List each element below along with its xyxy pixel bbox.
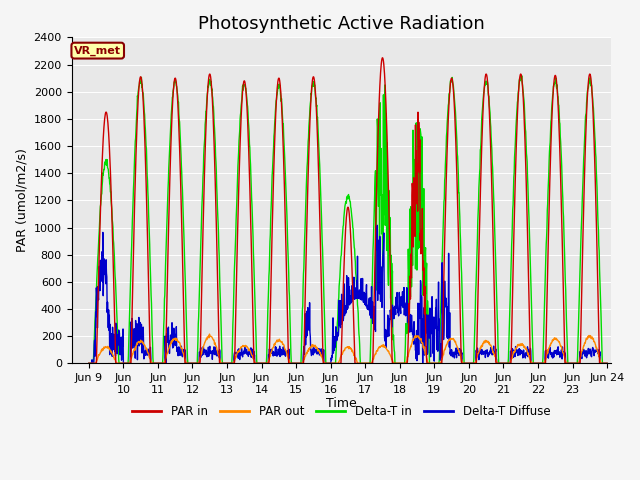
- Delta-T in: [604, 360, 611, 366]
- PAR out: [205, 331, 213, 337]
- Delta-T Diffuse: [188, 360, 195, 366]
- Text: VR_met: VR_met: [74, 46, 121, 56]
- Delta-T Diffuse: [85, 360, 93, 366]
- PAR in: [429, 360, 436, 366]
- Y-axis label: PAR (umol/m2/s): PAR (umol/m2/s): [15, 148, 28, 252]
- Line: PAR out: PAR out: [89, 334, 607, 363]
- Delta-T in: [428, 360, 436, 366]
- Delta-T in: [542, 252, 550, 258]
- PAR out: [542, 356, 550, 362]
- Delta-T Diffuse: [429, 327, 436, 333]
- Delta-T Diffuse: [542, 353, 550, 359]
- PAR out: [188, 360, 195, 366]
- PAR out: [604, 360, 611, 366]
- PAR in: [85, 360, 93, 366]
- PAR out: [496, 360, 504, 366]
- PAR in: [258, 360, 266, 366]
- PAR out: [85, 360, 93, 366]
- PAR in: [542, 348, 550, 353]
- Legend: PAR in, PAR out, Delta-T in, Delta-T Diffuse: PAR in, PAR out, Delta-T in, Delta-T Dif…: [127, 400, 555, 423]
- Title: Photosynthetic Active Radiation: Photosynthetic Active Radiation: [198, 15, 484, 33]
- PAR in: [188, 360, 195, 366]
- PAR in: [496, 360, 504, 366]
- Delta-T in: [85, 360, 93, 366]
- Delta-T in: [258, 360, 266, 366]
- Delta-T Diffuse: [200, 349, 208, 355]
- Line: PAR in: PAR in: [89, 58, 607, 363]
- Delta-T in: [188, 360, 195, 366]
- PAR out: [259, 360, 266, 366]
- Line: Delta-T in: Delta-T in: [89, 76, 607, 363]
- Delta-T in: [496, 360, 504, 366]
- PAR out: [200, 342, 208, 348]
- Delta-T in: [518, 73, 525, 79]
- Delta-T Diffuse: [374, 222, 381, 228]
- Delta-T Diffuse: [258, 360, 266, 366]
- Delta-T Diffuse: [496, 360, 504, 366]
- Line: Delta-T Diffuse: Delta-T Diffuse: [89, 225, 607, 363]
- PAR in: [378, 55, 386, 60]
- X-axis label: Time: Time: [326, 397, 356, 410]
- PAR out: [429, 360, 436, 366]
- PAR in: [604, 360, 611, 366]
- Delta-T Diffuse: [604, 360, 611, 366]
- Delta-T in: [200, 145, 208, 151]
- PAR in: [200, 186, 208, 192]
